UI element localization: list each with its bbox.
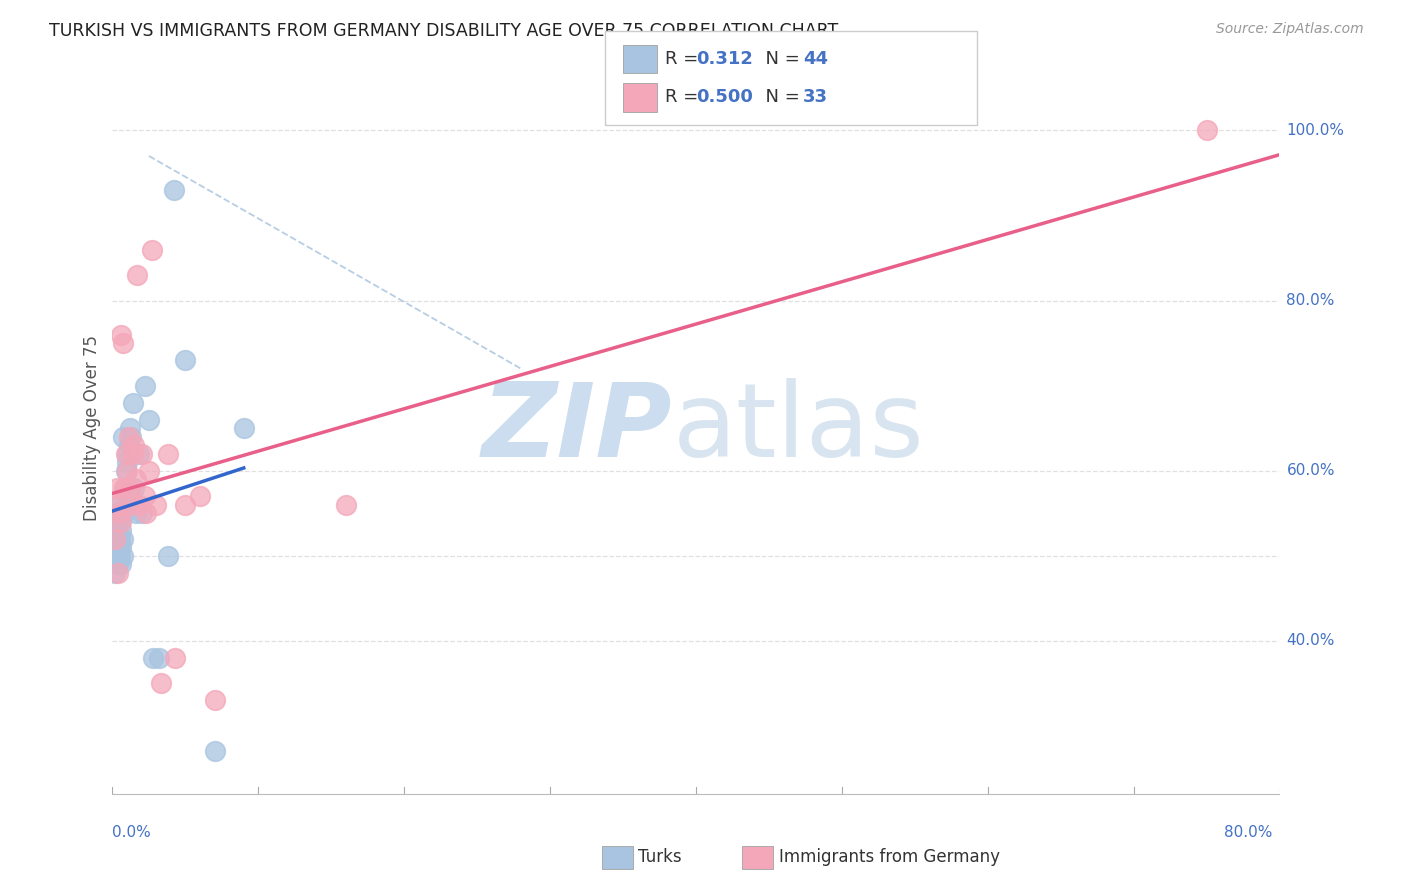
Point bbox=[148, 650, 170, 665]
Point bbox=[111, 532, 134, 546]
Point bbox=[105, 506, 128, 520]
Point bbox=[174, 353, 197, 368]
Point bbox=[105, 549, 128, 563]
Point bbox=[104, 532, 127, 546]
Point bbox=[112, 481, 135, 495]
Point bbox=[105, 523, 128, 537]
Text: 100.0%: 100.0% bbox=[1286, 123, 1344, 138]
Point bbox=[112, 481, 135, 495]
Point bbox=[138, 464, 160, 478]
Point bbox=[110, 515, 132, 529]
Point bbox=[134, 378, 156, 392]
Text: N =: N = bbox=[754, 88, 806, 106]
Point bbox=[107, 498, 129, 512]
Point bbox=[204, 693, 226, 707]
Point bbox=[204, 744, 226, 758]
Point bbox=[142, 650, 165, 665]
Point bbox=[118, 489, 141, 503]
Point bbox=[134, 489, 156, 503]
Point bbox=[114, 498, 136, 512]
Point bbox=[131, 506, 153, 520]
Point bbox=[174, 498, 197, 512]
Text: 0.0%: 0.0% bbox=[112, 825, 152, 840]
Point bbox=[156, 549, 179, 563]
Point bbox=[114, 464, 136, 478]
Point bbox=[128, 447, 150, 461]
Point bbox=[105, 481, 128, 495]
Point bbox=[1195, 123, 1218, 137]
Text: Turks: Turks bbox=[638, 848, 682, 866]
Y-axis label: Disability Age Over 75: Disability Age Over 75 bbox=[83, 335, 101, 521]
Point bbox=[111, 336, 134, 351]
Point bbox=[145, 498, 167, 512]
Point bbox=[107, 566, 129, 580]
Point bbox=[112, 506, 135, 520]
Text: 40.0%: 40.0% bbox=[1286, 633, 1334, 648]
Point bbox=[149, 676, 172, 690]
Point bbox=[165, 650, 187, 665]
Point bbox=[111, 430, 134, 444]
Point bbox=[135, 506, 157, 520]
Point bbox=[124, 481, 146, 495]
Point bbox=[122, 395, 145, 409]
Point bbox=[141, 243, 163, 257]
Point bbox=[188, 489, 211, 503]
Text: TURKISH VS IMMIGRANTS FROM GERMANY DISABILITY AGE OVER 75 CORRELATION CHART: TURKISH VS IMMIGRANTS FROM GERMANY DISAB… bbox=[49, 22, 838, 40]
Point bbox=[127, 268, 149, 282]
Text: 44: 44 bbox=[803, 50, 828, 68]
Text: 0.500: 0.500 bbox=[696, 88, 752, 106]
Text: N =: N = bbox=[754, 50, 806, 68]
Text: atlas: atlas bbox=[672, 377, 924, 479]
Text: Immigrants from Germany: Immigrants from Germany bbox=[779, 848, 1000, 866]
Point bbox=[108, 515, 131, 529]
Point bbox=[114, 447, 136, 461]
Point bbox=[115, 447, 138, 461]
Text: Source: ZipAtlas.com: Source: ZipAtlas.com bbox=[1216, 22, 1364, 37]
Point bbox=[110, 540, 132, 554]
Point bbox=[110, 558, 132, 572]
Point bbox=[108, 549, 131, 563]
Point bbox=[110, 327, 132, 342]
Point bbox=[110, 506, 132, 520]
Text: 33: 33 bbox=[803, 88, 828, 106]
Point bbox=[156, 447, 179, 461]
Point bbox=[104, 566, 127, 580]
Point bbox=[103, 540, 125, 554]
Point bbox=[115, 455, 138, 469]
Point bbox=[115, 464, 138, 478]
Point bbox=[125, 472, 148, 486]
Point bbox=[125, 506, 148, 520]
Text: 0.312: 0.312 bbox=[696, 50, 752, 68]
Point bbox=[107, 532, 129, 546]
Text: R =: R = bbox=[665, 50, 704, 68]
Text: 60.0%: 60.0% bbox=[1286, 463, 1334, 478]
Point bbox=[335, 498, 357, 512]
Point bbox=[105, 498, 128, 512]
Point bbox=[122, 447, 145, 461]
Point bbox=[117, 438, 139, 452]
Point bbox=[108, 506, 131, 520]
Point bbox=[110, 523, 132, 537]
Point bbox=[104, 532, 127, 546]
Point bbox=[120, 430, 142, 444]
Point bbox=[163, 183, 186, 197]
Point bbox=[118, 421, 141, 435]
Point bbox=[111, 549, 134, 563]
Text: ZIP: ZIP bbox=[482, 377, 672, 479]
Point bbox=[128, 498, 150, 512]
Point bbox=[117, 430, 139, 444]
Point bbox=[232, 421, 254, 435]
Point bbox=[120, 498, 142, 512]
Point bbox=[131, 447, 153, 461]
Point bbox=[124, 438, 146, 452]
Point bbox=[103, 515, 125, 529]
Point bbox=[138, 412, 160, 426]
Text: 80.0%: 80.0% bbox=[1225, 825, 1272, 840]
Text: R =: R = bbox=[665, 88, 704, 106]
Point bbox=[107, 558, 129, 572]
Point bbox=[118, 481, 141, 495]
Text: 80.0%: 80.0% bbox=[1286, 293, 1334, 308]
Point bbox=[108, 532, 131, 546]
